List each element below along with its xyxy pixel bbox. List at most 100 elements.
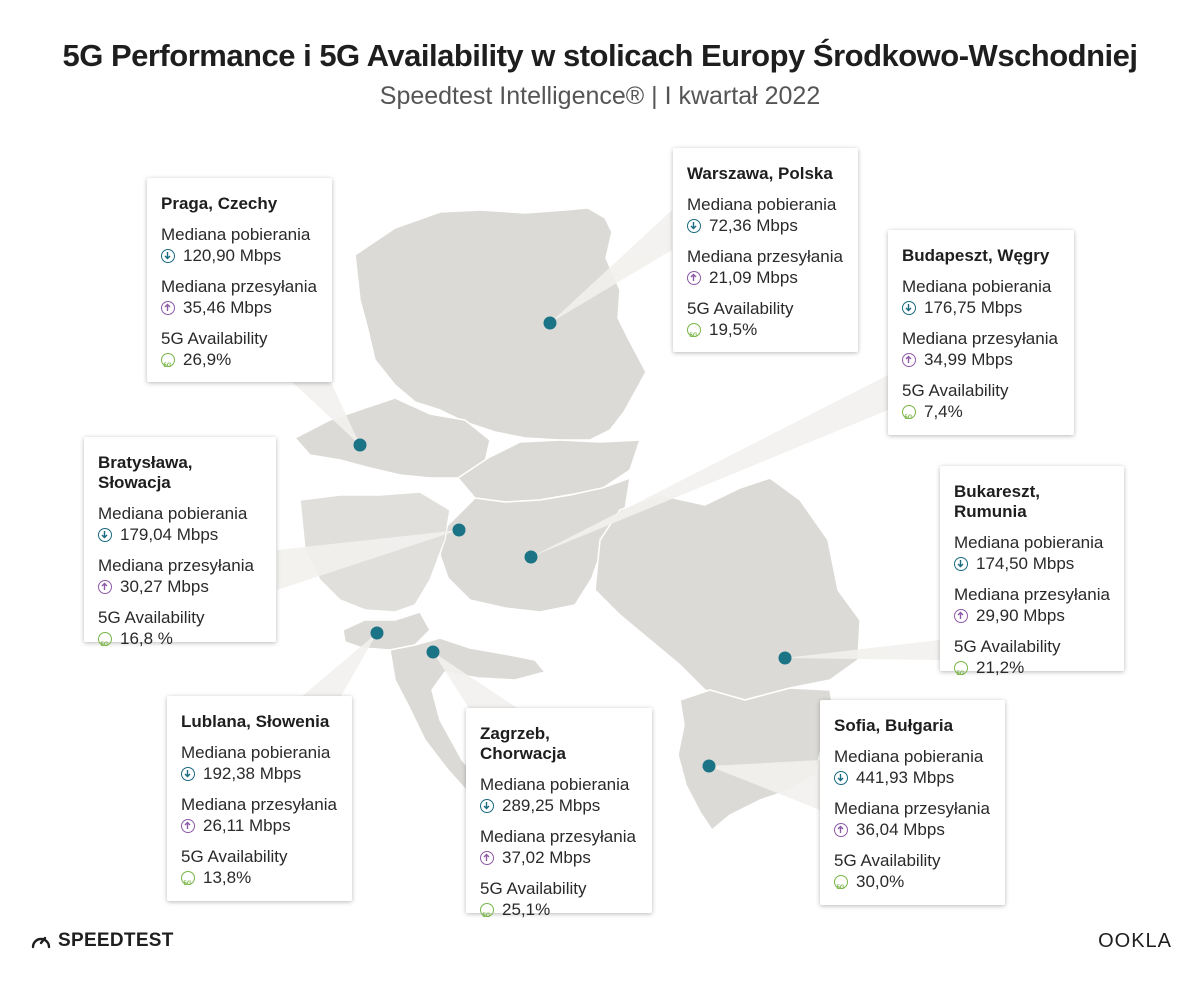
city-dot-zagrzeb xyxy=(426,645,440,659)
availability-label: 5G Availability xyxy=(902,381,1009,400)
city-dot-bukareszt xyxy=(778,651,792,665)
5g-icon: 5G xyxy=(480,902,494,919)
upload-value: 34,99 Mbps xyxy=(924,350,1013,369)
leader-sofia xyxy=(709,760,820,810)
city-dot-sofia xyxy=(702,759,716,773)
speedtest-gauge-icon xyxy=(31,936,51,949)
download-arrow-icon xyxy=(98,527,112,542)
leader-bukareszt xyxy=(785,640,940,660)
5g-icon: 5G xyxy=(954,660,968,677)
5g-icon: 5G xyxy=(834,874,848,891)
download-label: Mediana pobierania xyxy=(954,533,1104,552)
download-label: Mediana pobierania xyxy=(687,195,837,214)
city-dot-praga xyxy=(353,438,367,452)
city-name: Sofia, Bułgaria xyxy=(834,716,954,735)
upload-value: 29,90 Mbps xyxy=(976,606,1065,625)
city-card-budapeszt: Budapeszt, Węgry Mediana pobierania 176,… xyxy=(888,230,1074,435)
availability-value: 19,5% xyxy=(709,320,758,339)
city-card-warszawa: Warszawa, Polska Mediana pobierania 72,3… xyxy=(673,148,858,352)
page-title: 5G Performance i 5G Availability w stoli… xyxy=(62,38,1138,73)
upload-value: 37,02 Mbps xyxy=(502,848,591,867)
download-value: 289,25 Mbps xyxy=(502,796,601,815)
availability-value: 16,8 % xyxy=(120,629,173,648)
upload-label: Mediana przesyłania xyxy=(687,247,843,266)
availability-label: 5G Availability xyxy=(834,851,941,870)
download-value: 441,93 Mbps xyxy=(856,768,955,787)
availability-value: 21,2% xyxy=(976,658,1025,677)
leader-warszawa xyxy=(550,210,672,323)
download-label: Mediana pobierania xyxy=(181,743,331,762)
leader-budapeszt xyxy=(531,375,888,557)
availability-value: 25,1% xyxy=(502,900,551,919)
country-romania xyxy=(594,477,861,701)
page-subtitle: Speedtest Intelligence® | I kwartał 2022 xyxy=(379,82,821,110)
upload-label: Mediana przesyłania xyxy=(954,585,1110,604)
availability-label: 5G Availability xyxy=(687,299,794,318)
5g-icon: 5G xyxy=(98,631,112,648)
upload-value: 36,04 Mbps xyxy=(856,820,945,839)
city-dot-budapeszt xyxy=(524,550,538,564)
city-card-zagrzeb: Zagrzeb, Chorwacja Mediana pobierania 28… xyxy=(466,708,652,919)
city-name: Budapeszt, Węgry xyxy=(902,246,1050,265)
city-name: Bukareszt, Rumunia xyxy=(954,482,1040,521)
download-label: Mediana pobierania xyxy=(98,504,248,523)
download-arrow-icon xyxy=(687,218,701,233)
availability-value: 7,4% xyxy=(924,402,963,421)
ookla-logo: OOKLA xyxy=(1098,930,1172,952)
availability-label: 5G Availability xyxy=(161,329,268,348)
availability-value: 26,9% xyxy=(183,350,232,369)
upload-label: Mediana przesyłania xyxy=(834,799,990,818)
upload-value: 21,09 Mbps xyxy=(709,268,798,287)
leader-zagrzeb xyxy=(433,652,520,710)
country-poland xyxy=(354,207,647,441)
upload-value: 30,27 Mbps xyxy=(120,577,209,596)
download-value: 179,04 Mbps xyxy=(120,525,219,544)
country-bulgaria xyxy=(677,687,836,831)
city-card-bukareszt: Bukareszt, Rumunia Mediana pobierania 17… xyxy=(940,466,1124,677)
download-value: 176,75 Mbps xyxy=(924,298,1023,317)
download-value: 192,38 Mbps xyxy=(203,764,302,783)
download-value: 174,50 Mbps xyxy=(976,554,1075,573)
download-label: Mediana pobierania xyxy=(834,747,984,766)
download-arrow-icon xyxy=(181,766,195,781)
city-card-bratyslawa: Bratysława, Słowacja Mediana pobierania … xyxy=(84,437,276,648)
city-name: Bratysława, Słowacja xyxy=(98,453,193,492)
5g-icon: 5G xyxy=(161,352,175,369)
download-arrow-icon xyxy=(902,300,916,315)
download-label: Mediana pobierania xyxy=(161,225,311,244)
upload-label: Mediana przesyłania xyxy=(181,795,337,814)
download-label: Mediana pobierania xyxy=(902,277,1052,296)
leader-bratyslawa xyxy=(277,530,459,590)
city-dot-lublana xyxy=(370,626,384,640)
5g-icon: 5G xyxy=(181,870,195,887)
upload-arrow-icon xyxy=(687,270,701,285)
city-dot-bratyslawa xyxy=(452,523,466,537)
speedtest-logo: SPEEDTEST xyxy=(30,930,174,952)
upload-arrow-icon xyxy=(834,822,848,837)
upload-arrow-icon xyxy=(902,352,916,367)
availability-value: 30,0% xyxy=(856,872,905,891)
city-name: Warszawa, Polska xyxy=(687,164,833,183)
upload-label: Mediana przesyłania xyxy=(161,277,317,296)
download-value: 120,90 Mbps xyxy=(183,246,282,265)
upload-label: Mediana przesyłania xyxy=(98,556,254,575)
upload-value: 26,11 Mbps xyxy=(203,816,291,835)
city-card-lublana: Lublana, Słowenia Mediana pobierania 192… xyxy=(167,696,352,901)
download-value: 72,36 Mbps xyxy=(709,216,798,235)
country-croatia xyxy=(389,637,546,811)
download-arrow-icon xyxy=(161,248,175,263)
leader-praga xyxy=(290,380,360,445)
download-arrow-icon xyxy=(954,556,968,571)
upload-arrow-icon xyxy=(98,579,112,594)
city-card-sofia: Sofia, Bułgaria Mediana pobierania 441,9… xyxy=(820,700,1005,905)
availability-label: 5G Availability xyxy=(954,637,1061,656)
upload-value: 35,46 Mbps xyxy=(183,298,272,317)
city-card-praga: Praga, Czechy Mediana pobierania 120,90 … xyxy=(147,178,332,382)
availability-value: 13,8% xyxy=(203,868,252,887)
availability-label: 5G Availability xyxy=(181,847,288,866)
country-slovenia xyxy=(342,611,431,651)
upload-arrow-icon xyxy=(954,608,968,623)
download-arrow-icon xyxy=(480,798,494,813)
upload-arrow-icon xyxy=(181,818,195,833)
city-name: Lublana, Słowenia xyxy=(181,712,330,731)
